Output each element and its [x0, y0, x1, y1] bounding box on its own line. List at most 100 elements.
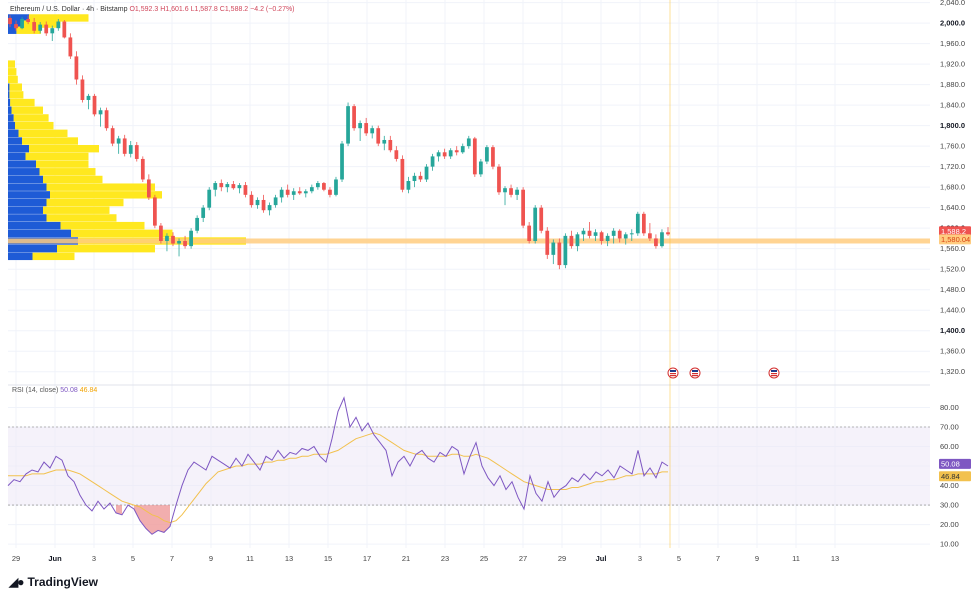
candle — [623, 232, 628, 245]
volume-profile-bar-yellow — [71, 229, 173, 237]
price-axis[interactable]: 2,040.0 2,000.0 1,960.0 1,920.0 1,880.0 1,840… — [940, 0, 965, 376]
symbol-label[interactable]: Ethereum / U.S. Dollar · 4h · Bitstamp — [10, 6, 128, 13]
candle-body — [460, 146, 465, 153]
candle-body — [255, 199, 260, 206]
candle-body — [448, 150, 453, 157]
rsi-band — [8, 427, 930, 506]
candle — [370, 125, 375, 139]
rsi-legend: RSI (14, close) 50.08 46.84 — [12, 387, 97, 394]
event-flag-icon[interactable] — [689, 367, 701, 379]
price-tick-label: 1,480.0 — [940, 285, 965, 294]
candle — [279, 187, 284, 203]
volume-profile-bar-yellow — [50, 191, 162, 199]
candle — [122, 134, 127, 157]
candle-body — [666, 232, 670, 235]
candlestick-series[interactable] — [8, 15, 670, 270]
event-flag-icon[interactable] — [667, 367, 679, 379]
candle — [430, 153, 435, 171]
volume-profile-bar-yellow — [57, 244, 155, 253]
axis-price-labels: 1,588.21,580.04 50.08 46.84 — [939, 226, 971, 482]
flag-stripe — [692, 370, 698, 372]
candle — [424, 164, 429, 183]
volume-profile-bar-blue — [8, 191, 50, 199]
candle — [134, 142, 139, 162]
candle — [128, 141, 133, 158]
price-tick-label: 1,880.0 — [940, 80, 965, 89]
price-tick-label: 1,680.0 — [940, 183, 965, 192]
volume-profile-bar-blue — [8, 244, 57, 253]
candle — [297, 187, 302, 195]
candle-body — [201, 207, 206, 218]
candle-body — [110, 128, 115, 144]
candle-body — [563, 235, 568, 266]
volume-profile-bar-blue — [8, 14, 29, 22]
tradingview-logo-icon: ◢● — [9, 575, 25, 589]
candle — [605, 233, 610, 247]
candle-body — [545, 230, 550, 255]
candle — [26, 15, 30, 25]
candle-body — [472, 138, 477, 175]
candle-body — [183, 240, 187, 247]
time-tick-label: 15 — [324, 554, 332, 563]
candle — [195, 215, 200, 234]
candle-body — [219, 183, 224, 188]
candle — [328, 187, 332, 198]
event-flag-icon[interactable] — [768, 367, 780, 379]
event-markers[interactable] — [667, 367, 780, 379]
candle-body — [177, 240, 181, 244]
rsi-ma-label: 46.84 — [939, 471, 971, 482]
candle-body — [370, 128, 375, 134]
volume-profile — [8, 14, 246, 261]
candle-body — [316, 183, 320, 188]
volume-profile-bar-yellow — [16, 26, 41, 34]
time-axis[interactable]: 29 Jun 3 5 7 9 11 13 15 17 21 23 25 27 29 Jul 3 5 7 9 11 13 — [12, 554, 839, 563]
price-tick-label: 1,560.0 — [940, 244, 965, 253]
rsi-label[interactable]: RSI (14, close) — [12, 387, 59, 394]
candle-body — [44, 24, 49, 34]
candle — [666, 227, 670, 236]
candle — [334, 176, 338, 197]
volume-profile-bar-blue — [8, 152, 26, 161]
candle — [497, 164, 501, 195]
poc-price-label: 1,580.04 — [939, 234, 971, 245]
candle — [171, 232, 175, 247]
time-tick-label: 11 — [792, 554, 800, 563]
candle — [376, 125, 381, 147]
candle — [448, 148, 453, 159]
price-tick-label: 1,800.0 — [940, 121, 965, 130]
candle — [50, 25, 55, 42]
candle — [231, 181, 236, 190]
candle-body — [575, 234, 580, 247]
time-tick-label: 13 — [831, 554, 839, 563]
volume-profile-bar-yellow — [8, 75, 18, 84]
volume-profile-bar-blue — [8, 114, 14, 122]
candle-body — [56, 21, 61, 29]
flag-stripe — [670, 370, 676, 372]
volume-profile-bar-yellow — [46, 198, 124, 207]
volume-profile-bar-blue — [8, 168, 40, 176]
rsi-oversold-fill — [116, 505, 170, 535]
candle — [255, 197, 260, 209]
candle — [316, 181, 320, 190]
candle — [303, 189, 308, 198]
candle — [285, 184, 290, 198]
volume-profile-bar-blue — [8, 221, 61, 230]
tradingview-logo[interactable]: ◢● TradingView — [9, 575, 98, 589]
volume-profile-bar-yellow — [29, 145, 99, 153]
time-tick-label: Jun — [48, 554, 62, 563]
candle — [201, 205, 206, 223]
candle-body — [527, 225, 532, 241]
price-tick-label: 1,720.0 — [940, 162, 965, 171]
volume-profile-bar-yellow — [18, 129, 68, 138]
candle-body — [412, 175, 417, 182]
candle-body — [50, 28, 55, 34]
candle-body — [551, 242, 556, 255]
candle — [20, 16, 24, 30]
volume-profile-bar-yellow — [39, 168, 96, 176]
candle-body — [521, 189, 525, 226]
candle-body — [430, 156, 435, 167]
candle-body — [346, 106, 350, 144]
candle — [617, 229, 622, 243]
candle — [146, 174, 151, 200]
